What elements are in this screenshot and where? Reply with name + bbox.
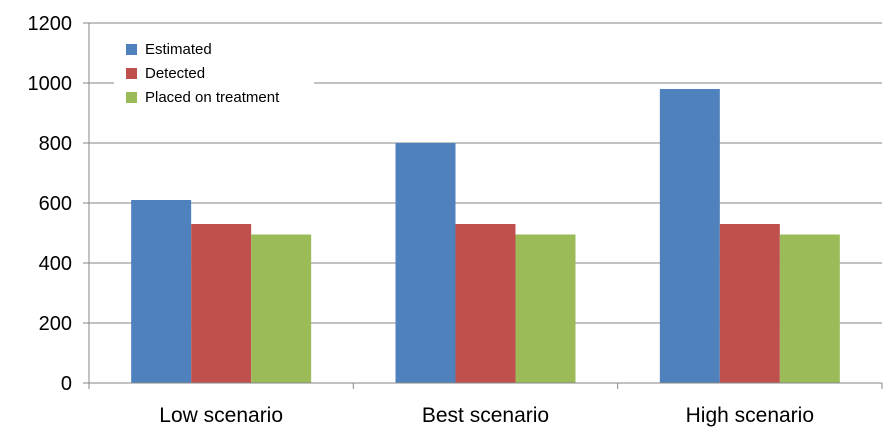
- legend-swatch-2: [126, 92, 137, 103]
- x-category-label: High scenario: [686, 404, 814, 427]
- bar-estimated: [395, 143, 456, 383]
- legend-item-2: Placed on treatment: [126, 89, 280, 106]
- legend-item-0: Estimated: [126, 41, 212, 58]
- y-tick-label: 400: [39, 253, 72, 275]
- y-tick-label: 800: [39, 133, 72, 155]
- y-tick-label: 1200: [28, 13, 73, 35]
- bar-placed-on-treatment: [779, 234, 840, 383]
- legend-label-2: Placed on treatment: [145, 89, 280, 106]
- y-tick-label: 200: [39, 313, 72, 335]
- legend-swatch-0: [126, 44, 137, 55]
- bars: [131, 89, 840, 383]
- bar-detected: [455, 224, 516, 383]
- axes: [88, 23, 883, 389]
- legend: Estimated Detected Placed on treatment: [114, 36, 314, 112]
- bar-placed-on-treatment: [515, 234, 576, 383]
- bar-placed-on-treatment: [251, 234, 312, 383]
- x-category-label: Low scenario: [159, 404, 283, 427]
- legend-item-1: Detected: [126, 65, 205, 82]
- legend-swatch-1: [126, 68, 137, 79]
- x-category-label: Best scenario: [422, 404, 549, 427]
- x-axis-category-labels: Low scenario Best scenario High scenario: [159, 404, 814, 427]
- bar-estimated: [659, 89, 720, 383]
- bar-detected: [719, 224, 780, 383]
- y-tick-label: 1000: [28, 73, 73, 95]
- legend-background: [114, 36, 314, 112]
- bar-estimated: [131, 200, 192, 383]
- bar-detected: [191, 224, 252, 383]
- y-tick-label: 0: [61, 373, 72, 395]
- legend-label-1: Detected: [145, 65, 205, 82]
- legend-label-0: Estimated: [145, 41, 212, 58]
- y-axis-tick-labels: 0 200 400 600 800 1000 1200: [28, 13, 73, 395]
- y-tick-label: 600: [39, 193, 72, 215]
